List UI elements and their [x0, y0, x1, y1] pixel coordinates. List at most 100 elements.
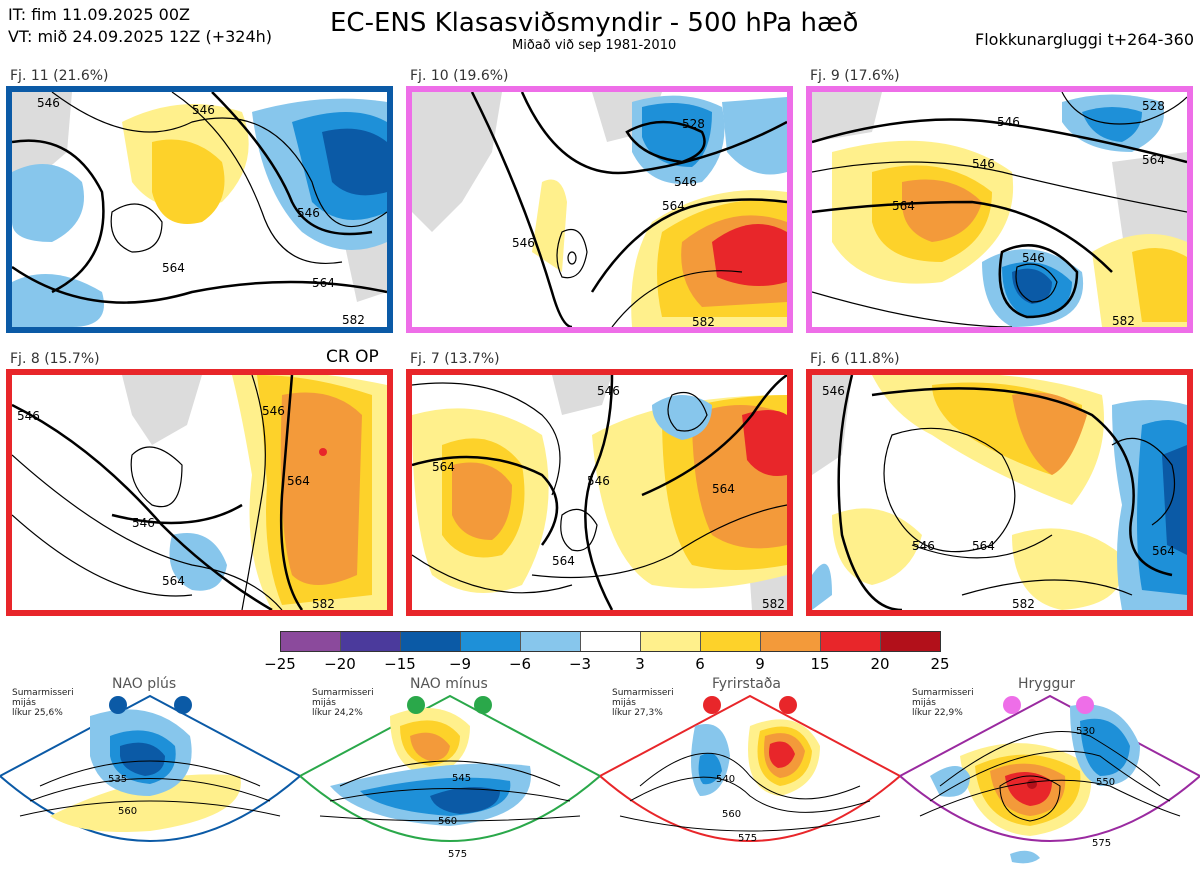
- contour-label: 546: [674, 175, 697, 189]
- colorbar-cell: [581, 632, 641, 651]
- contour-label: 546: [972, 157, 995, 171]
- cluster-6-label: Fj. 6 (11.8%): [810, 351, 900, 367]
- contour-label: 546: [297, 206, 320, 220]
- contour-label: 546: [822, 384, 845, 398]
- contour-label: 546: [262, 404, 285, 418]
- colorbar-tick: 9: [755, 655, 765, 673]
- contour-label: 582: [692, 315, 715, 327]
- regime-name: Fyrirstaða: [712, 676, 781, 692]
- contour-label: 564: [162, 261, 185, 275]
- issue-valid-times: IT: fim 11.09.2025 00Z VT: mið 24.09.202…: [8, 4, 272, 48]
- colorbar-cell: [281, 632, 341, 651]
- contour-label: 582: [1012, 597, 1035, 610]
- regime-contour-label: 530: [1076, 726, 1095, 737]
- page-title: EC-ENS Klasasviðsmyndir - 500 hPa hæð: [330, 8, 859, 38]
- contour-label: 564: [432, 460, 455, 474]
- cluster-11-label: Fj. 11 (21.6%): [10, 68, 109, 84]
- regime-info-line: líkur 25,6%: [12, 708, 63, 718]
- colorbar-tick: −15: [384, 655, 416, 673]
- regime-info: Sumarmisseri mijás líkur 22,9%: [912, 688, 982, 718]
- regime-blocking: 540 560 575 Fyrirstaða Sumarmisseri mijá…: [600, 676, 900, 871]
- contour-label: 546: [1022, 251, 1045, 265]
- contour-label: 564: [662, 199, 685, 213]
- contour-label: 582: [1112, 314, 1135, 327]
- regime-info-line: Sumarmisseri: [912, 688, 974, 698]
- colorbar-cells: [280, 631, 941, 652]
- contour-label: 564: [312, 276, 335, 290]
- regime-info: Sumarmisseri mijás líkur 25,6%: [12, 688, 82, 718]
- contour-label: 546: [912, 539, 935, 553]
- colorbar-tick: −9: [448, 655, 472, 673]
- cluster-9-map: 528 546 546 564 546 564 582: [806, 86, 1193, 333]
- regime-contour-label: 575: [448, 849, 467, 860]
- regime-name: NAO mínus: [410, 676, 488, 692]
- regime-nao-minus: 545 560 575 NAO mínus Sumarmisseri mijás…: [300, 676, 600, 871]
- contour-label: 582: [312, 597, 335, 610]
- page-subtitle: Miðað við sep 1981-2010: [512, 38, 677, 53]
- colorbar-cell: [881, 632, 940, 651]
- contour-label: 546: [997, 115, 1020, 129]
- colorbar-tick: −3: [568, 655, 592, 673]
- regime-info-line: mijás: [312, 698, 336, 708]
- colorbar-cell: [701, 632, 761, 651]
- regime-info-line: mijás: [12, 698, 36, 708]
- contour-label: 582: [762, 597, 785, 610]
- classification-window: Flokkunargluggi t+264-360: [975, 30, 1194, 49]
- colorbar-cell: [821, 632, 881, 651]
- contour-label: 564: [972, 539, 995, 553]
- contour-label: 546: [597, 384, 620, 398]
- colorbar-tick: 25: [930, 655, 950, 673]
- regime-info-line: mijás: [612, 698, 636, 708]
- regime-contour-label: 560: [438, 816, 457, 827]
- regime-contour-label: 535: [108, 774, 127, 785]
- regime-contour-label: 575: [738, 833, 757, 844]
- contour-label: 564: [712, 482, 735, 496]
- contour-label: 546: [512, 236, 535, 250]
- regime-info-line: líkur 24,2%: [312, 708, 363, 718]
- cluster-9-label: Fj. 9 (17.6%): [810, 68, 900, 84]
- contour-label: 582: [342, 313, 365, 327]
- colorbar-cell: [461, 632, 521, 651]
- colorbar-tick: 20: [870, 655, 890, 673]
- colorbar-tick: 15: [810, 655, 830, 673]
- colorbar-cell: [341, 632, 401, 651]
- colorbar-tick: −6: [508, 655, 532, 673]
- regime-info-line: líkur 22,9%: [912, 708, 963, 718]
- contour-label: 564: [162, 574, 185, 588]
- colorbar-cell: [521, 632, 581, 651]
- operational-run-label: CR OP: [326, 347, 379, 367]
- regime-info-line: Sumarmisseri: [612, 688, 674, 698]
- cluster-10-label: Fj. 10 (19.6%): [410, 68, 509, 84]
- regime-info: Sumarmisseri mijás líkur 24,2%: [312, 688, 382, 718]
- regime-contour-label: 540: [716, 774, 735, 785]
- regime-name: NAO plús: [112, 676, 177, 692]
- contour-label: 564: [1152, 544, 1175, 558]
- regime-contour-label: 560: [118, 806, 137, 817]
- regime-contour-label: 550: [1096, 777, 1115, 788]
- regime-info-line: mijás: [912, 698, 936, 708]
- contour-label: 546: [17, 409, 40, 423]
- regime-name: Hryggur: [1018, 676, 1075, 692]
- cluster-7-map: 564 546 564 564 546 582: [406, 369, 793, 616]
- colorbar-tick: −20: [324, 655, 356, 673]
- cluster-11-map: 546 546 564 564 546 582: [6, 86, 393, 333]
- colorbar-cell: [641, 632, 701, 651]
- cluster-10-map: 528 546 546 564 582: [406, 86, 793, 333]
- regime-nao-plus: 535 560 NAO plús Sumarmisseri mijás líku…: [0, 676, 300, 871]
- colorbar-cell: [761, 632, 821, 651]
- regime-ridge: 530 550 575 Hryggur Sumarmisseri mijás l…: [900, 676, 1200, 871]
- colorbar-tick: 6: [695, 655, 705, 673]
- contour-label: 564: [892, 199, 915, 213]
- cluster-6-map: 546 546 564 564 582: [806, 369, 1193, 616]
- regime-info-line: Sumarmisseri: [312, 688, 374, 698]
- regime-contour-label: 560: [722, 809, 741, 820]
- contour-label: 546: [37, 96, 60, 110]
- contour-label: 528: [1142, 99, 1165, 113]
- regime-info-line: Sumarmisseri: [12, 688, 74, 698]
- contour-label: 546: [587, 474, 610, 488]
- valid-time: VT: mið 24.09.2025 12Z (+324h): [8, 27, 273, 46]
- contour-label: 564: [1142, 153, 1165, 167]
- contour-label: 546: [192, 103, 215, 117]
- regime-contour-label: 545: [452, 773, 471, 784]
- colorbar-cell: [401, 632, 461, 651]
